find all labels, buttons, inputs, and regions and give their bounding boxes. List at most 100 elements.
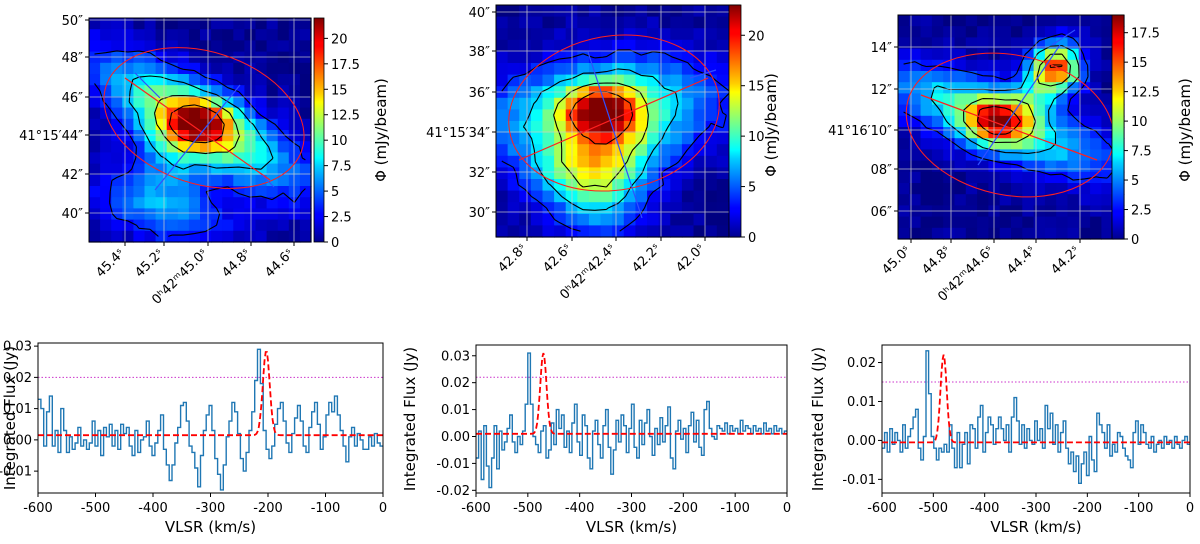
map-pixel bbox=[89, 107, 101, 120]
map-pixel bbox=[200, 197, 212, 209]
map-pixel bbox=[155, 230, 168, 243]
map-pixel bbox=[266, 107, 279, 120]
colorbar-tick-label: 17.5 bbox=[331, 58, 360, 73]
map-pixel bbox=[898, 82, 910, 94]
map-pixel bbox=[577, 74, 590, 87]
map-pixel bbox=[623, 28, 637, 41]
map-pixel bbox=[299, 163, 312, 176]
map-pixel bbox=[647, 225, 660, 238]
map-pixel bbox=[600, 179, 613, 192]
map-pixel bbox=[588, 202, 602, 215]
map-pixel bbox=[188, 130, 201, 142]
map-pixel bbox=[496, 225, 509, 238]
map-pixel bbox=[519, 39, 532, 52]
map-pixel bbox=[266, 174, 279, 187]
map-pixel bbox=[612, 39, 625, 52]
map-pixel bbox=[1067, 127, 1080, 139]
map-pixel bbox=[89, 208, 101, 221]
map-panel-1: 50″48″46″41°15′44″42″40″45.4ˢ 45.2ˢ0ʰ42ᵐ4… bbox=[19, 14, 390, 308]
map-pixel bbox=[588, 5, 602, 18]
map-pixel bbox=[211, 85, 223, 97]
map-pixel bbox=[542, 63, 555, 76]
map-pixel bbox=[999, 104, 1012, 117]
map-pixel bbox=[681, 63, 695, 76]
map-pixel bbox=[222, 62, 234, 75]
map-pixel bbox=[1101, 149, 1114, 162]
map-pixel bbox=[1033, 127, 1046, 139]
map-pixel bbox=[122, 219, 134, 232]
map-pixel bbox=[244, 141, 257, 153]
map-pixel bbox=[1090, 149, 1102, 162]
map-pixel bbox=[100, 163, 112, 176]
map-pixel bbox=[705, 51, 718, 64]
map-panel-3: 14″12″41°16′10″08″06″45.0ˢ 44.8ˢ0ʰ42ᵐ44.6… bbox=[828, 14, 1194, 305]
map-pixel bbox=[681, 51, 695, 64]
map-pixel bbox=[977, 82, 989, 94]
map-pixel bbox=[1033, 160, 1046, 173]
y-tick-label: 0.00 bbox=[441, 430, 470, 445]
map-pixel bbox=[255, 29, 268, 41]
map-pixel bbox=[577, 5, 590, 18]
y-tick-label: 0.01 bbox=[847, 395, 876, 410]
map-pixel bbox=[211, 40, 223, 53]
map-pixel bbox=[1011, 37, 1023, 50]
map-pixel bbox=[898, 26, 910, 38]
map-pixel bbox=[920, 71, 933, 83]
map-pixel bbox=[1011, 59, 1023, 72]
major-axis-line bbox=[124, 77, 271, 181]
map-pixel bbox=[542, 225, 555, 238]
map-pixel bbox=[155, 62, 168, 75]
map-pixel bbox=[144, 230, 157, 243]
map-pixel bbox=[299, 230, 312, 243]
map-pixel bbox=[554, 132, 567, 145]
x-tick-label: -300 bbox=[196, 501, 226, 516]
map-pixel bbox=[519, 74, 532, 87]
map-pixel bbox=[1078, 93, 1091, 106]
map-pixel bbox=[1033, 216, 1046, 229]
map-pixel bbox=[233, 40, 245, 53]
map-pixel bbox=[965, 127, 978, 139]
map-pixel bbox=[100, 197, 112, 209]
map-pixel bbox=[111, 219, 123, 232]
map-pixel bbox=[920, 183, 933, 195]
map-pixel bbox=[716, 28, 729, 41]
map-pixel bbox=[166, 96, 179, 109]
map-pixel bbox=[222, 219, 234, 232]
map-pixel bbox=[999, 82, 1012, 94]
map-pixel bbox=[222, 208, 234, 221]
map-pixel bbox=[705, 5, 718, 18]
map-pixel bbox=[920, 59, 933, 72]
map-pixel bbox=[954, 160, 967, 173]
map-pixel bbox=[670, 5, 683, 18]
map-pixel bbox=[542, 74, 555, 87]
map-pixel bbox=[288, 118, 301, 131]
map-pixel bbox=[542, 179, 555, 192]
map-pixel bbox=[211, 96, 223, 109]
map-pixel bbox=[255, 62, 268, 75]
map-pixel bbox=[635, 155, 648, 168]
map-pixel bbox=[266, 163, 279, 176]
map-pixel bbox=[155, 40, 168, 53]
x-axis-label: VLSR (km/s) bbox=[990, 518, 1081, 536]
map-pixel bbox=[681, 225, 695, 238]
map-pixel bbox=[920, 115, 933, 128]
map-pixel bbox=[931, 104, 944, 117]
map-pixel bbox=[299, 85, 312, 97]
map-pixel bbox=[530, 202, 544, 215]
map-pixel bbox=[155, 85, 168, 97]
map-pixel bbox=[705, 16, 718, 29]
map-pixel bbox=[898, 194, 910, 206]
map-pixel bbox=[542, 155, 555, 168]
map-pixel bbox=[100, 230, 112, 243]
map-pixel bbox=[705, 179, 718, 192]
map-pixel bbox=[188, 51, 201, 64]
map-pixel bbox=[133, 51, 146, 64]
map-pixel bbox=[496, 213, 509, 226]
map-pixel bbox=[244, 29, 257, 41]
map-pixel bbox=[89, 174, 101, 187]
map-pixel bbox=[530, 16, 544, 29]
map-pixel bbox=[898, 138, 910, 150]
map-pixel bbox=[255, 96, 268, 109]
map-pixel bbox=[89, 219, 101, 232]
map-pixel bbox=[266, 29, 279, 41]
